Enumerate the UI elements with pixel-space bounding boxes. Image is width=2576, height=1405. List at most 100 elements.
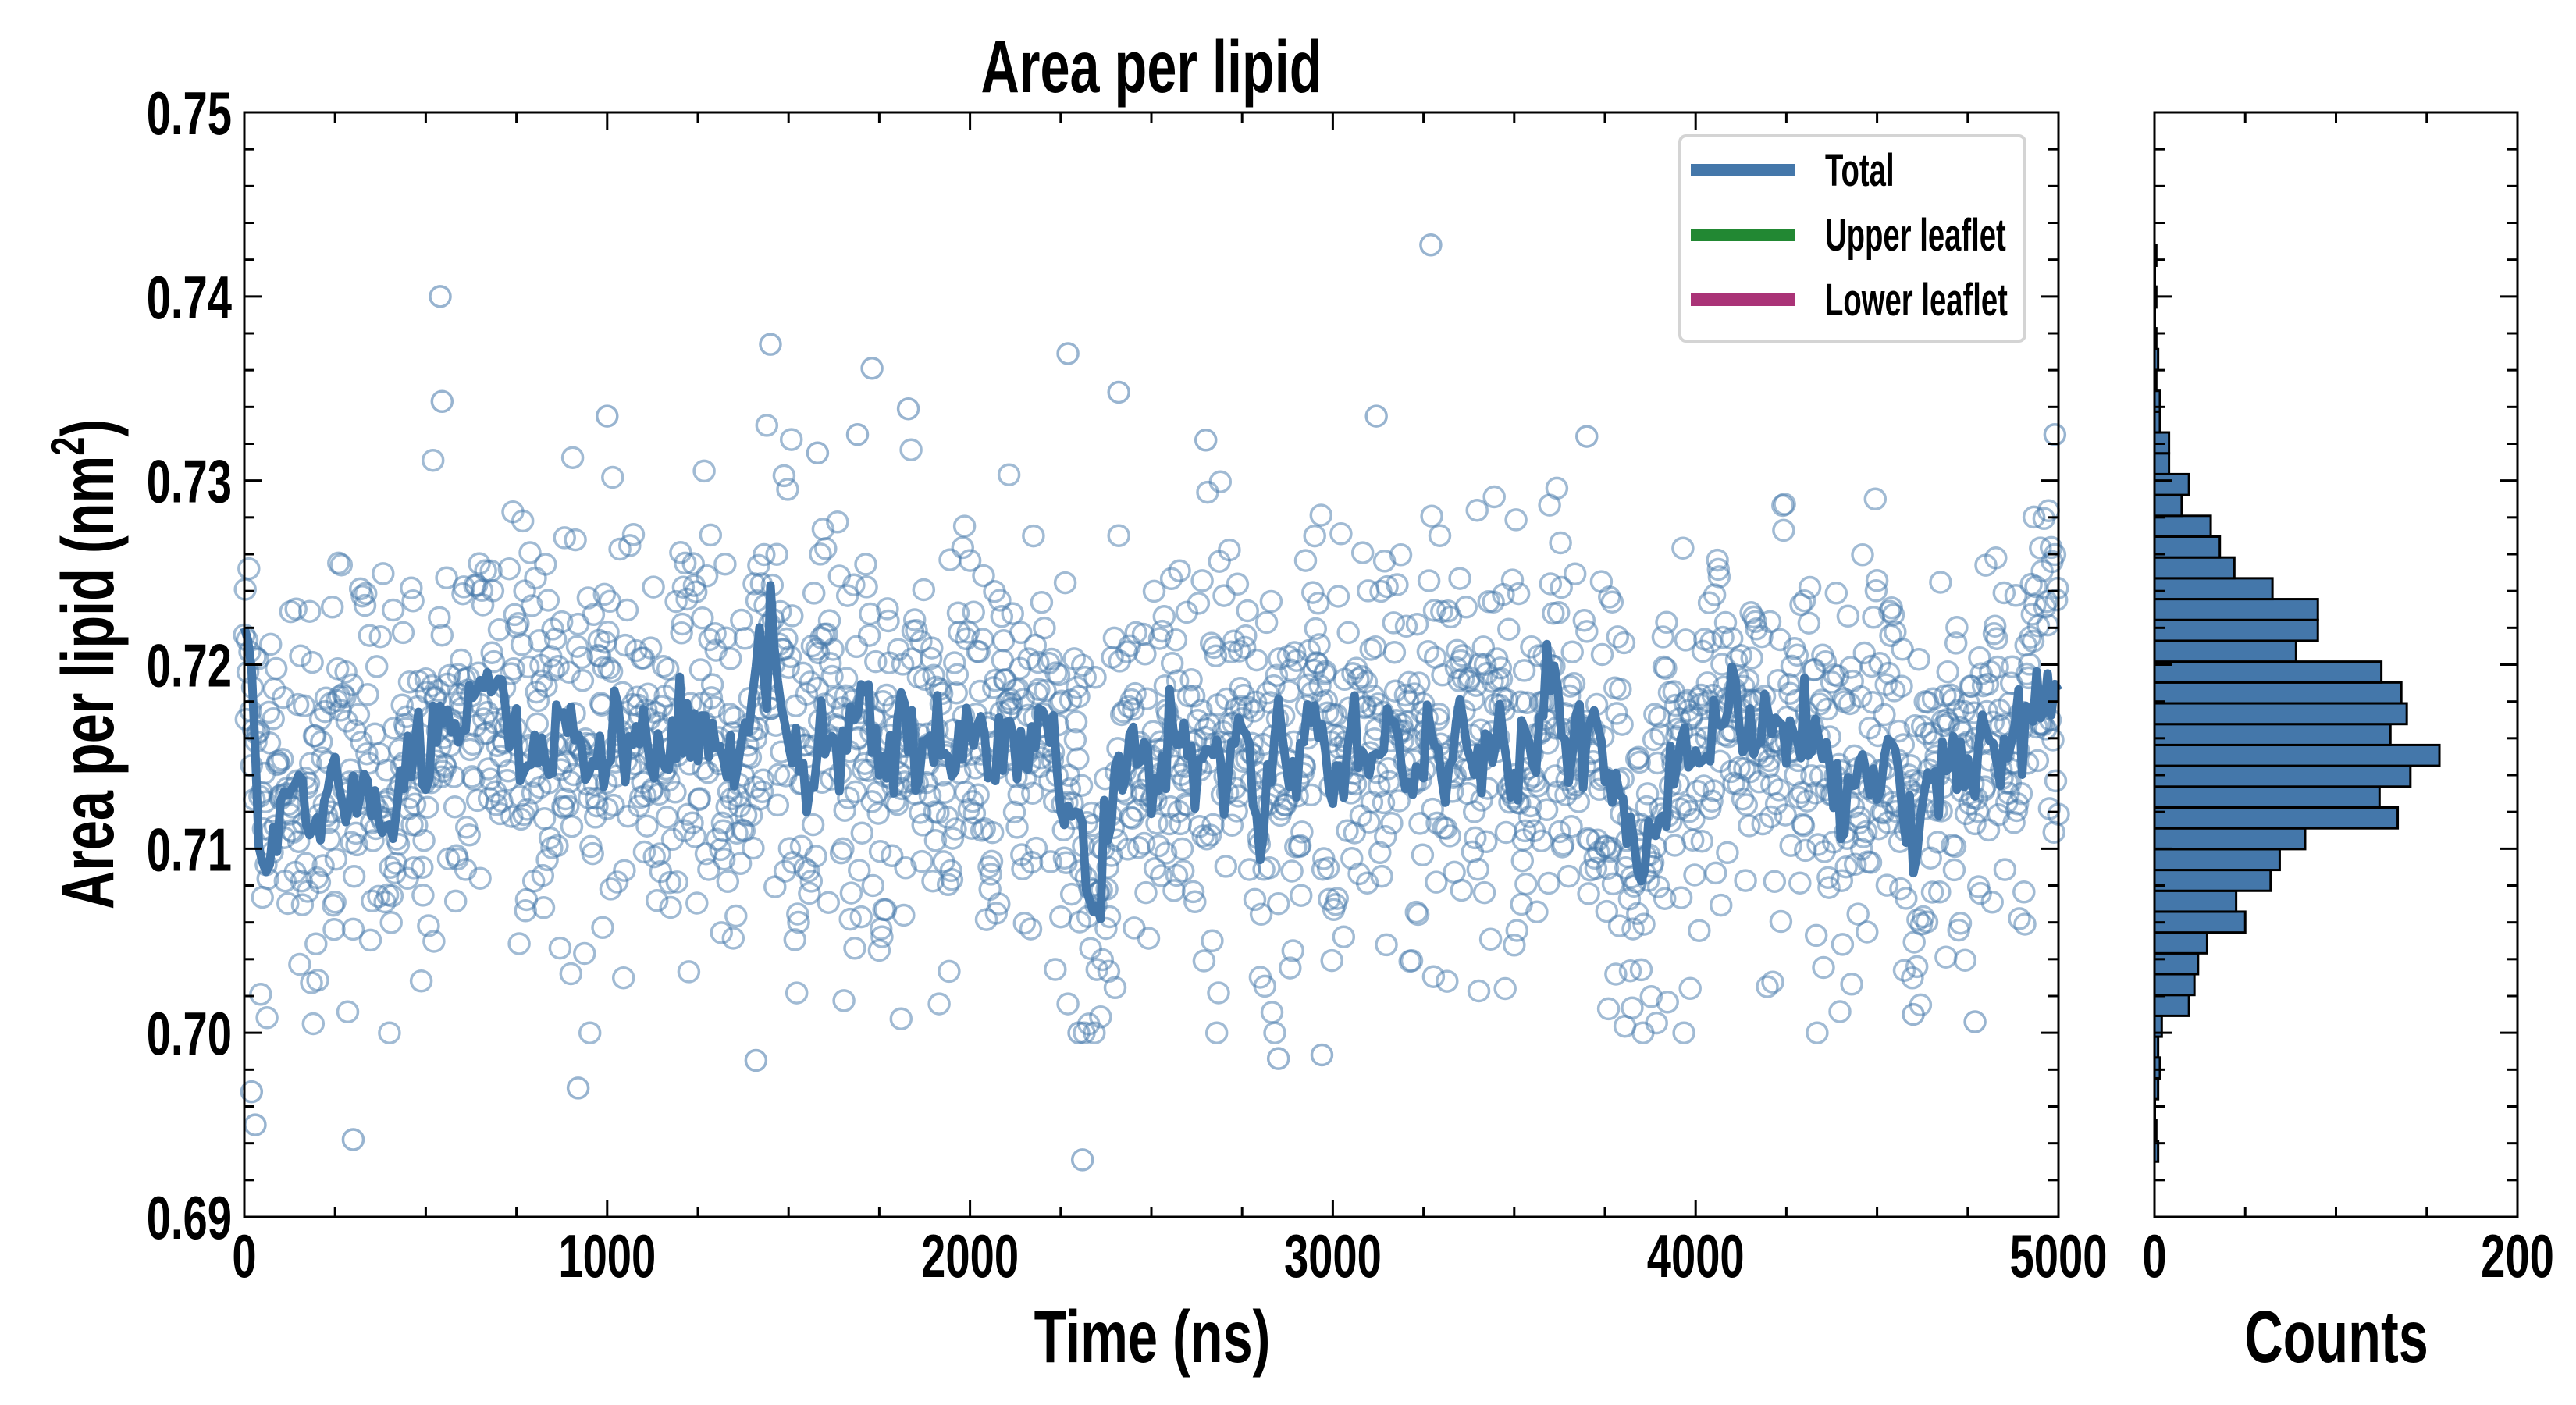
scatter-point xyxy=(730,608,753,632)
scatter-point xyxy=(2026,749,2050,773)
scatter-point xyxy=(938,548,962,571)
scatter-point xyxy=(861,873,885,898)
scatter-point xyxy=(565,635,589,658)
scatter-point xyxy=(2018,653,2041,676)
scatter-point xyxy=(1214,855,1238,878)
scatter-point xyxy=(1500,568,1525,592)
scatter-point xyxy=(511,509,535,533)
scatter-point xyxy=(733,627,757,650)
scatter-point xyxy=(1133,642,1157,666)
scatter-point xyxy=(292,694,316,718)
scatter-point xyxy=(443,795,467,819)
scatter-point xyxy=(559,962,583,986)
scatter-point xyxy=(1779,834,1802,857)
scatter-point xyxy=(1505,919,1529,942)
scatter-point xyxy=(695,564,719,588)
scatter-point xyxy=(1562,672,1586,695)
scatter-point xyxy=(1706,548,1729,572)
scatter-point xyxy=(826,510,849,534)
scatter-point xyxy=(1706,557,1731,582)
scatter-point xyxy=(789,834,813,859)
scatter-point xyxy=(380,884,404,908)
scatter-point xyxy=(1632,912,1656,936)
scatter-point xyxy=(945,681,968,705)
scatter-point xyxy=(310,730,333,753)
scatter-point xyxy=(1164,628,1188,652)
scatter-point xyxy=(1606,625,1630,649)
histogram-plot xyxy=(2153,111,2519,1218)
scatter-point xyxy=(671,575,696,599)
scatter-point xyxy=(1472,880,1496,905)
scatter-point xyxy=(304,932,328,956)
scatter-point xyxy=(382,717,406,740)
scatter-point xyxy=(984,902,1009,925)
scatter-point xyxy=(1083,1021,1106,1044)
scatter-point xyxy=(753,542,776,567)
histogram-bar xyxy=(2153,743,2441,767)
scatter-point xyxy=(428,606,451,630)
scatter-point xyxy=(1795,789,1819,813)
histogram-bar xyxy=(2153,493,2183,518)
scatter-point xyxy=(1854,820,1878,844)
scatter-point xyxy=(1143,856,1167,880)
scatter-point xyxy=(1671,536,1695,560)
scatter-point xyxy=(799,870,824,893)
scatter-point xyxy=(839,881,863,905)
y-axis-label-suffix: ) xyxy=(46,419,130,437)
scatter-point xyxy=(1159,567,1183,591)
scatter-point xyxy=(677,960,701,984)
scatter-point xyxy=(605,870,629,894)
scatter-point xyxy=(334,660,358,684)
scatter-point xyxy=(1577,882,1600,905)
histogram-bar xyxy=(2153,848,2281,872)
scatter-point xyxy=(1316,856,1340,880)
scatter-point xyxy=(633,784,657,808)
scatter-point xyxy=(1525,900,1549,924)
scatter-point xyxy=(1266,891,1290,916)
scatter-point xyxy=(546,834,569,858)
scatter-point xyxy=(1195,827,1219,851)
scatter-point xyxy=(838,907,862,931)
legend-box xyxy=(1678,134,2026,343)
scatter-point xyxy=(573,941,596,966)
scatter-point xyxy=(1236,599,1259,623)
scatter-point xyxy=(1936,660,1959,684)
scatter-point xyxy=(358,928,382,952)
scatter-point xyxy=(1607,914,1631,937)
scatter-point xyxy=(1595,899,1619,923)
scatter-point xyxy=(1980,891,2004,914)
scatter-point xyxy=(417,914,440,937)
scatter-point xyxy=(521,781,545,805)
scatter-point xyxy=(354,582,378,606)
scatter-point xyxy=(1713,610,1738,635)
scatter-point xyxy=(1928,880,1952,904)
scatter-point xyxy=(611,966,635,990)
scatter-point xyxy=(336,1000,360,1024)
scatter-point xyxy=(945,663,970,687)
scatter-point xyxy=(1550,575,1573,599)
scatter-point xyxy=(1123,681,1147,706)
scatter-point xyxy=(1751,812,1774,836)
scatter-point xyxy=(1245,648,1268,672)
scatter-point xyxy=(1220,813,1244,837)
scatter-point xyxy=(1232,683,1256,707)
scatter-point xyxy=(322,917,346,941)
scatter-point xyxy=(1963,812,1987,836)
scatter-point xyxy=(642,575,665,599)
histogram-bar xyxy=(2153,764,2412,788)
scatter-point xyxy=(288,952,311,976)
scatter-point xyxy=(1445,638,1469,663)
scatter-point xyxy=(785,981,809,1005)
histogram-bar xyxy=(2153,869,2272,892)
scatter-point xyxy=(452,575,475,599)
scatter-point xyxy=(857,624,881,647)
scatter-point xyxy=(1986,655,2009,679)
scatter-point xyxy=(806,441,830,465)
scatter-point xyxy=(1416,640,1440,663)
scatter-point xyxy=(1201,929,1224,953)
scatter-point xyxy=(681,811,704,835)
scatter-point xyxy=(329,553,354,577)
scatter-point xyxy=(430,623,454,647)
scatter-point xyxy=(1800,764,1823,788)
histogram-bar xyxy=(2153,994,2190,1017)
